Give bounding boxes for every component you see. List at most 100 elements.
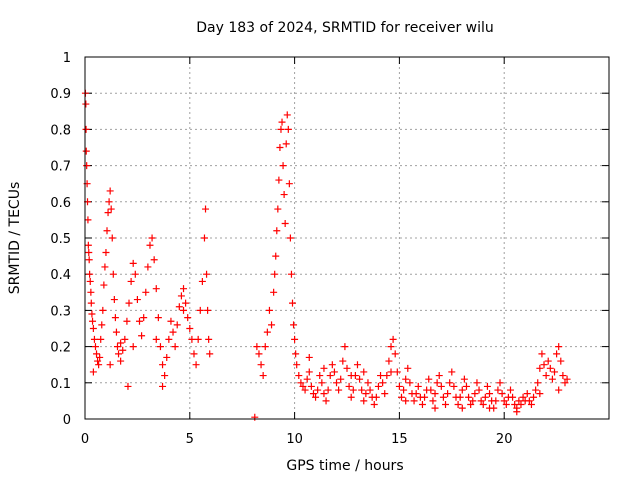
data-point [339,357,347,365]
data-point [563,375,571,383]
data-point [281,220,289,228]
data-point [202,205,210,213]
data-point [360,368,368,376]
data-point [381,390,389,398]
data-point [347,372,355,380]
data-point [337,375,345,383]
data-point [175,303,183,311]
data-point [82,100,90,108]
data-point [286,234,294,242]
data-point [402,397,410,405]
y-tick-label: 1 [63,51,71,66]
chart-title: Day 183 of 2024, SRMTID for receiver wil… [196,20,494,36]
data-point [103,227,111,235]
tick-labels: 00.10.20.30.40.50.60.70.80.910 5 10 15 20 [50,51,512,447]
x-tick-label: 15 [391,432,408,447]
y-tick-label: 0.7 [50,160,71,175]
data-point [263,328,271,336]
data-point [90,335,98,343]
data-point [173,321,181,329]
data-point [477,397,485,405]
data-point [387,368,395,376]
data-point [186,325,194,332]
plot-frame [84,56,610,420]
data-point [203,270,211,278]
data-point [108,234,116,242]
data-point [123,317,131,325]
data-point [356,375,364,383]
data-point [274,205,282,213]
data-point [525,397,533,405]
data-point [465,393,473,401]
data-point [553,350,561,358]
data-point [358,386,366,394]
data-point [289,299,297,307]
data-point [341,343,349,351]
data-point [400,386,408,394]
data-point [109,270,117,278]
data-point [86,270,94,278]
data-point [83,162,91,170]
data-point [177,292,185,300]
data-point [410,397,418,405]
data-point [124,382,132,390]
data-point [379,379,387,387]
data-point [117,339,125,347]
data-point [456,393,464,401]
data-point [119,346,127,354]
data-point [500,397,508,405]
data-point [431,390,439,398]
data-point [402,375,410,383]
data-point [93,350,101,358]
x-tick-label: 5 [186,432,194,447]
data-point [502,401,510,409]
data-point [448,368,456,376]
data-point [204,306,212,314]
data-point [318,379,326,387]
data-point [280,191,288,199]
data-point [275,176,283,184]
data-point [498,390,506,398]
data-point [544,357,552,365]
data-point [389,335,397,343]
data-point [261,343,269,351]
data-point [467,401,475,409]
data-point [97,335,105,343]
data-point [89,368,97,376]
data-point [301,386,309,394]
data-point [383,372,391,380]
data-point [129,343,137,351]
data-point [91,343,99,351]
data-point [312,393,320,401]
x-tick-label: 0 [81,432,89,447]
data-point [88,310,96,318]
data-point [292,350,300,358]
data-point [536,364,544,372]
data-point [442,401,450,409]
data-point [171,343,179,351]
data-point [330,368,338,376]
data-point [387,343,395,351]
data-point [82,125,90,133]
data-point [295,372,303,380]
data-point [527,401,535,409]
data-point [305,368,313,376]
data-point [154,314,162,322]
data-points [81,89,571,421]
data-point [538,350,546,358]
data-point [469,397,477,405]
data-point [105,198,113,206]
data-point [496,379,504,387]
data-point [140,314,148,322]
data-point [421,393,429,401]
data-point [557,357,565,365]
data-point [270,288,278,296]
data-point [555,343,563,351]
data-point [454,401,462,409]
data-point [540,361,548,369]
data-point [303,375,311,383]
x-axis-label: GPS time / hours [286,458,403,474]
data-point [494,386,502,394]
data-point [87,299,95,307]
data-point [107,205,115,213]
